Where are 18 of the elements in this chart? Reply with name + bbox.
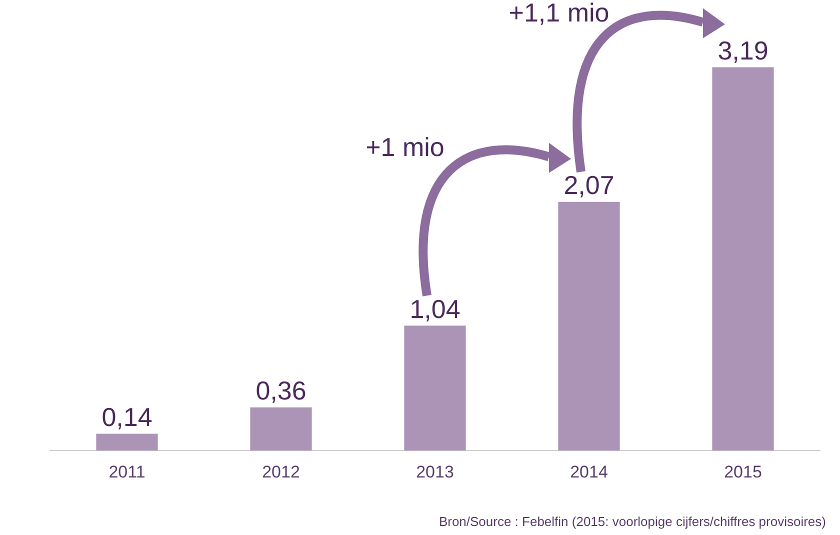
data-label: 3,19: [718, 35, 768, 66]
x-tick-label: 2012: [262, 462, 300, 482]
x-tick-label: 2011: [108, 462, 146, 482]
bar: [96, 434, 158, 451]
text: +1,1 mio: [508, 0, 610, 28]
bar: [558, 202, 620, 451]
text: Bron/Source : Febelfin (2015: voorlopige cijfers/chiffres provisoires): [438, 514, 826, 529]
data-label: 1,04: [410, 294, 460, 324]
data-label: 0,14: [102, 402, 152, 432]
x-tick-label: 2015: [724, 462, 762, 482]
x-tick-label: 2014: [570, 462, 608, 482]
bar: [712, 67, 774, 451]
bar: [404, 326, 466, 451]
data-label: 2,07: [564, 170, 614, 200]
annotation: +1 mio: [366, 132, 444, 162]
bar: [250, 407, 312, 451]
x-tick-label: 2013: [416, 462, 454, 482]
data-label: 0,36: [256, 376, 306, 406]
